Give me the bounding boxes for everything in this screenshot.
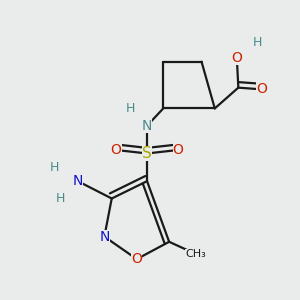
Text: CH₃: CH₃ (185, 249, 206, 259)
Text: H: H (56, 192, 65, 205)
Text: O: O (131, 252, 142, 266)
Text: O: O (111, 143, 122, 157)
Text: N: N (142, 119, 152, 133)
Text: O: O (172, 143, 183, 157)
Text: O: O (231, 51, 242, 65)
Text: H: H (50, 161, 59, 174)
Text: N: N (73, 174, 83, 188)
Text: H: H (126, 102, 136, 115)
Text: S: S (142, 146, 152, 161)
Text: N: N (99, 230, 110, 244)
Text: H: H (253, 36, 262, 49)
Text: O: O (256, 82, 267, 96)
